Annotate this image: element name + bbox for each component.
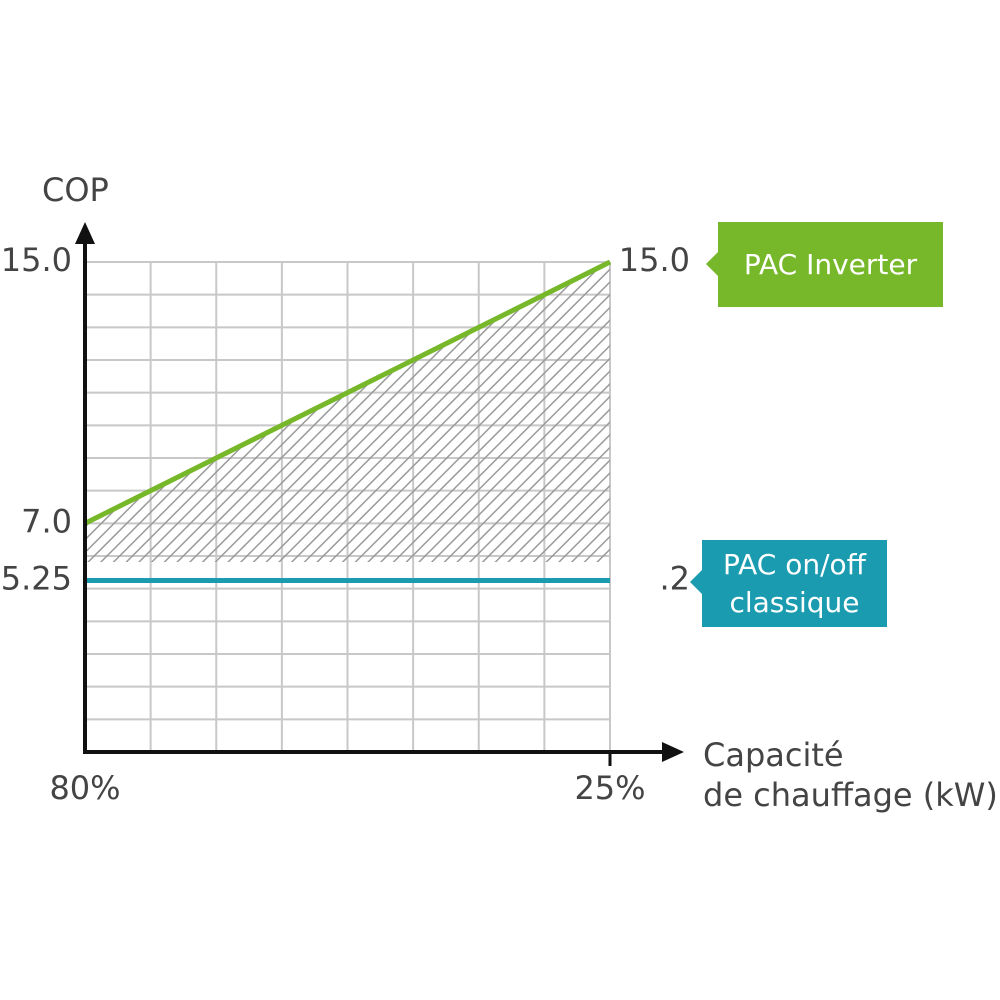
legend-box: PAC on/off classique (702, 540, 887, 627)
y-axis-title: COP (42, 171, 109, 209)
axes (75, 222, 684, 766)
end-label: 15.0 (619, 241, 690, 279)
x-axis-title: Capacité de chauffage (kW) (703, 736, 998, 814)
legend-box: PAC Inverter (718, 222, 943, 307)
y-tick-label: 15.0 (1, 241, 72, 279)
end-label: .2 (659, 560, 690, 598)
legend-pointer (706, 252, 718, 276)
y-arrow (75, 222, 95, 244)
x-arrow (662, 742, 684, 762)
y-tick-label: 5.25 (1, 560, 72, 598)
y-tick-label: 7.0 (21, 502, 72, 540)
series-line (83, 259, 612, 526)
x-tick-label: 25% (574, 769, 645, 807)
x-tick-label: 80% (49, 769, 120, 807)
legend-pointer (690, 570, 702, 594)
hatch-area (85, 262, 610, 562)
